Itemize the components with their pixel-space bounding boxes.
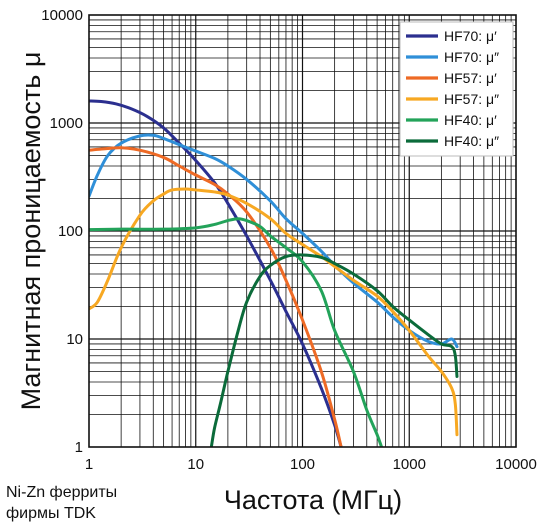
x-axis-label: Частота (МГц) — [224, 485, 402, 515]
legend-label: HF40: μ′ — [444, 112, 497, 128]
series-line-4 — [89, 187, 459, 437]
legend-label: HF57: μ′ — [444, 70, 497, 86]
y-tick-label: 10 — [66, 331, 83, 348]
series-line-5 — [89, 217, 384, 447]
y-tick-label: 1000 — [50, 115, 83, 132]
series-line-6 — [209, 253, 459, 447]
plot-frame — [88, 14, 517, 448]
legend-label: HF70: μ′ — [444, 28, 497, 44]
series-line-3 — [89, 146, 343, 447]
y-tick-label: 1 — [75, 439, 83, 456]
x-tick-label: 10000 — [495, 456, 537, 473]
legend-box — [399, 21, 514, 157]
x-tick-label: 10 — [187, 456, 204, 473]
legend: HF70: μ′ HF70: μ″ HF57: μ′ HF57: μ″ HF40: μ′… — [399, 21, 514, 157]
legend-label: HF57: μ″ — [444, 91, 499, 107]
y-axis-label: Магнитная проницаемость μ — [16, 52, 46, 411]
annotation-line-2: фирмы TDK — [6, 505, 96, 522]
series-lines — [89, 99, 459, 447]
legend-label: HF70: μ″ — [444, 49, 499, 65]
legend-label: HF40: μ″ — [444, 133, 499, 149]
y-tick-label: 10000 — [41, 7, 83, 24]
y-tick-label: 100 — [58, 223, 83, 240]
annotation-line-1: Ni-Zn ферриты — [6, 484, 117, 501]
x-tick-label: 1 — [85, 456, 93, 473]
x-tick-label: 100 — [290, 456, 315, 473]
x-tick-label: 1000 — [393, 456, 426, 473]
tick-labels: 1 10 100 1000 10000 1 10 100 1000 10000 — [41, 7, 537, 473]
